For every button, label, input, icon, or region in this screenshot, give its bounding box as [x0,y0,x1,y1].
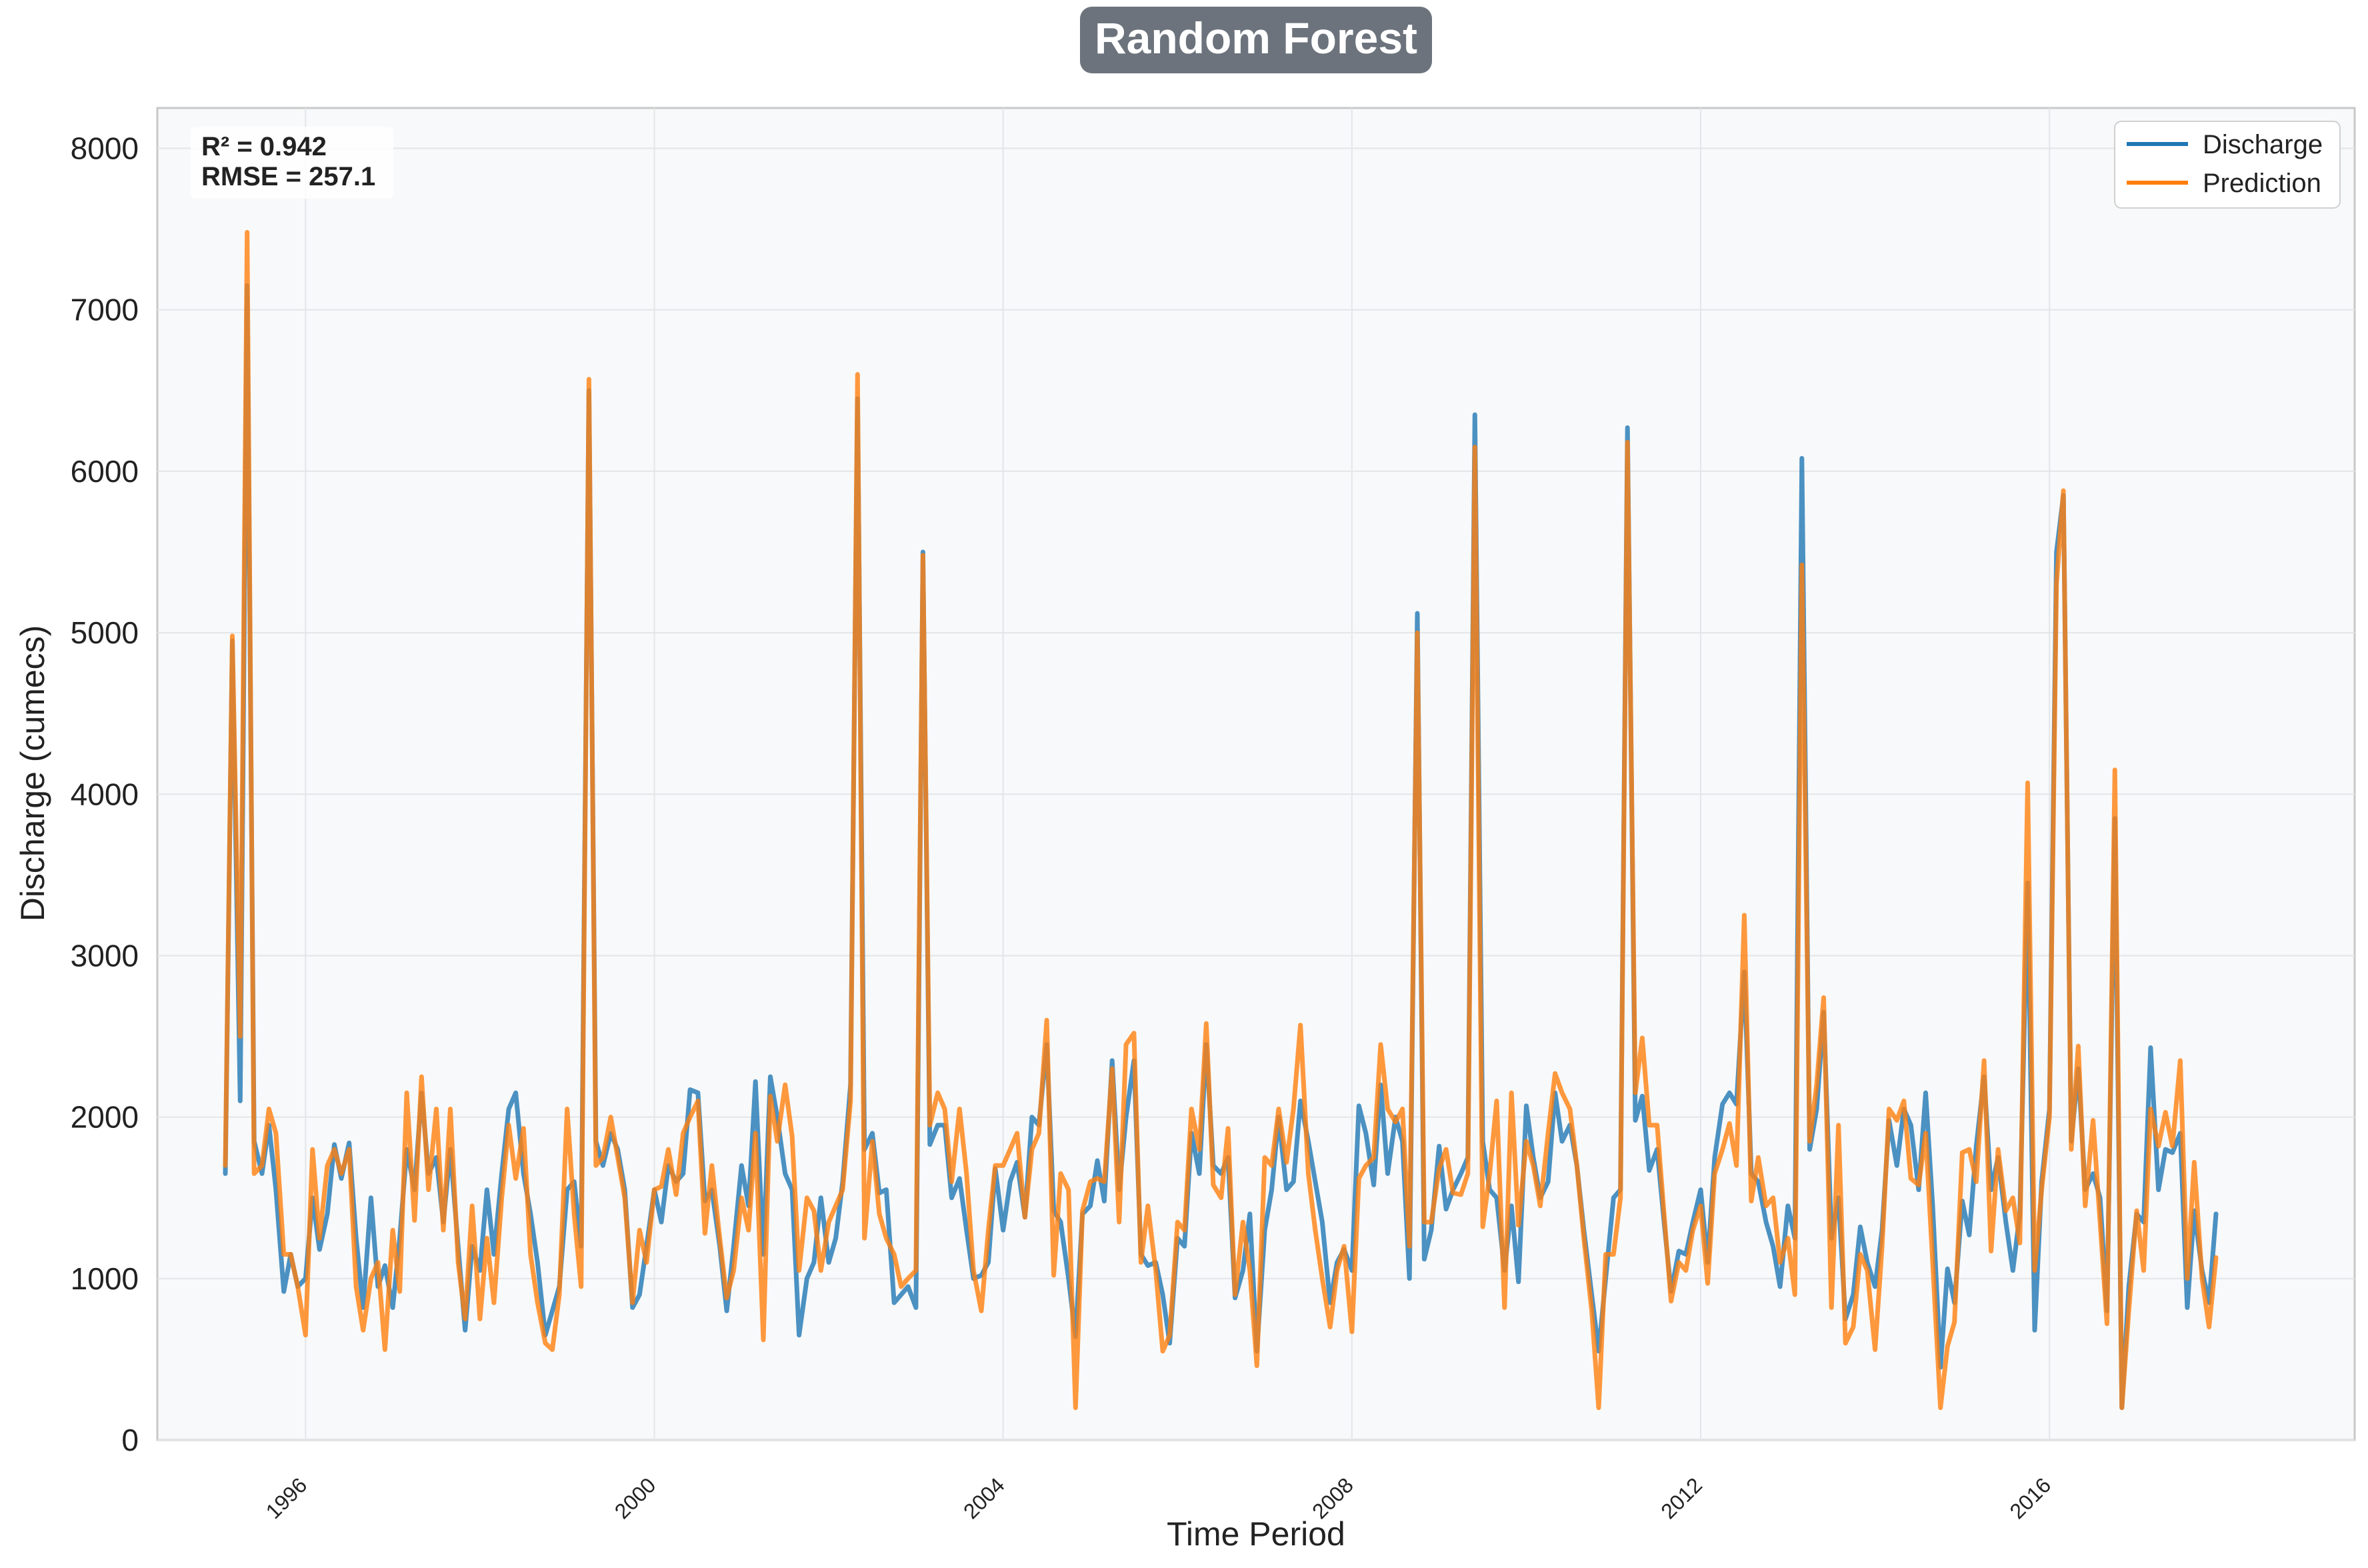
y-axis-label: Discharge (cumecs) [14,625,51,922]
x-tick-label: 2012 [1656,1473,1707,1523]
y-tick-label: 0 [121,1423,139,1457]
x-tick-label: 2000 [610,1473,661,1523]
x-tick-label: 2016 [2005,1473,2055,1523]
y-tick-label: 8000 [71,131,139,166]
series-lines [223,230,2219,1411]
y-tick-label: 6000 [71,454,139,489]
y-tick-label: 2000 [71,1100,139,1135]
x-axis-label: Time Period [1167,1515,1345,1553]
x-tick-label: 1996 [261,1473,312,1523]
grid-lines [157,108,2355,1441]
series-line-prediction [223,230,2219,1411]
legend: Discharge Prediction [2114,121,2341,209]
legend-label-prediction: Prediction [2203,169,2321,198]
y-tick-label: 7000 [71,293,139,327]
y-tick-label: 4000 [71,777,139,811]
metrics-box [191,127,393,199]
y-axis-ticks: 0 1000 2000 3000 4000 5000 6000 7000 8000 [71,131,139,1457]
y-tick-label: 5000 [71,615,139,650]
x-tick-label: 2004 [959,1473,1009,1523]
rmse-metric: RMSE = 257.1 [201,162,375,191]
title-badge [1080,7,1432,73]
r2-metric: R² = 0.942 [201,132,327,161]
chart-title: Random Forest [1095,13,1417,63]
x-axis-ticks: 1996 2000 2004 2008 2012 2016 [261,1473,2056,1523]
y-tick-label: 1000 [71,1261,139,1296]
legend-label-discharge: Discharge [2203,130,2323,159]
y-tick-label: 3000 [71,938,139,973]
